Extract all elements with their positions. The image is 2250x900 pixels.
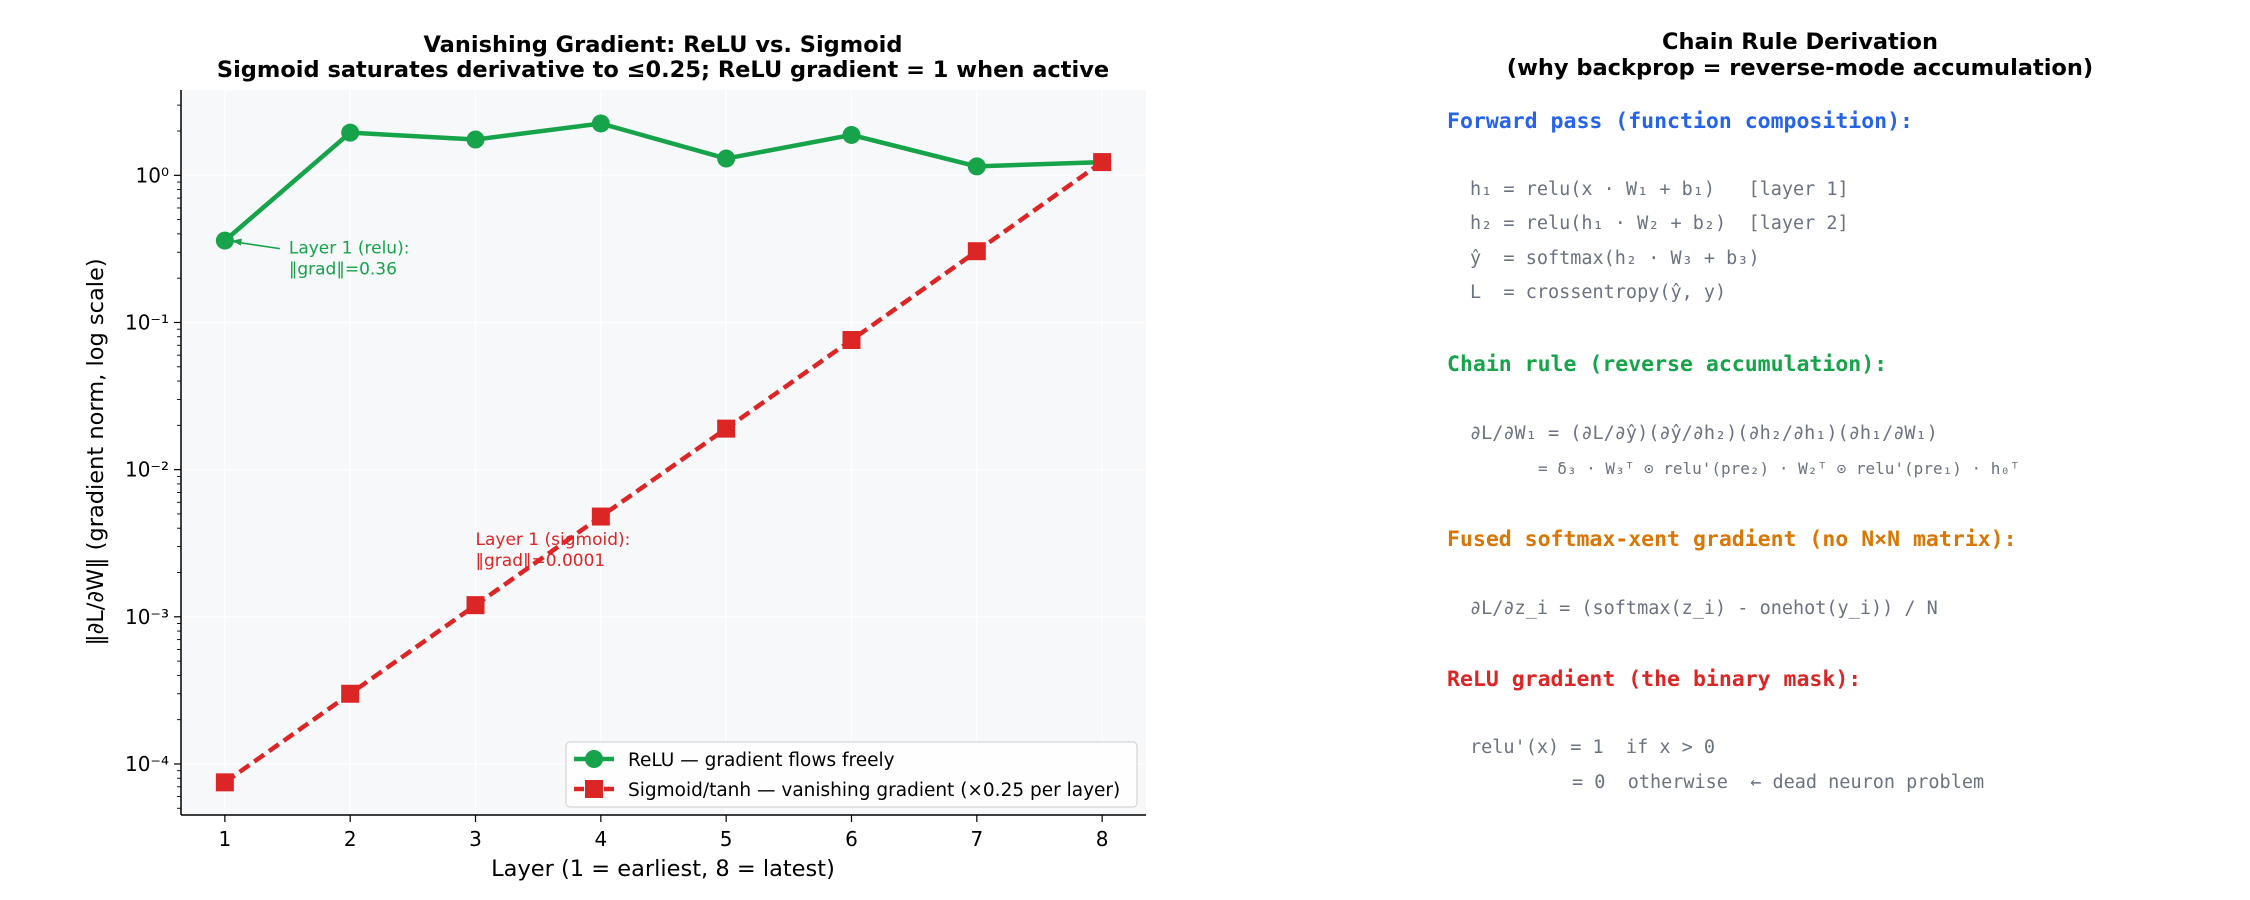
- chart-title: Vanishing Gradient: ReLU vs. Sigmoid: [423, 32, 902, 58]
- chain-rule-heading: Chain rule (reverse accumulation):: [1447, 352, 1888, 377]
- x-tick-label: 8: [1096, 827, 1109, 851]
- axis-ticks: 1 2 3 4 5 6 7 8 10⁻⁴ 10⁻³ 10⁻² 10⁻¹ 10⁰: [125, 104, 1109, 851]
- x-tick-label: 1: [218, 827, 231, 851]
- forward-line-1: h₁ = relu(x · W₁ + b₁) [layer 1]: [1470, 179, 1849, 200]
- x-axis-label: Layer (1 = earliest, 8 = latest): [491, 856, 835, 882]
- relu-gradient-line-2: = 0 otherwise ← dead neuron problem: [1572, 772, 1985, 793]
- fused-gradient-line: ∂L/∂z_i = (softmax(z_i) - onehot(y_i)) /…: [1470, 598, 1938, 619]
- sigmoid-point: [591, 507, 610, 526]
- x-tick-label: 5: [720, 827, 733, 851]
- series-layer: [215, 114, 1112, 792]
- legend-relu-marker: [585, 750, 603, 768]
- x-tick-label: 3: [469, 827, 482, 851]
- y-tick-label: 10⁻³: [125, 605, 169, 629]
- x-tick-label: 4: [594, 827, 607, 851]
- sigmoid-point: [466, 596, 485, 615]
- legend-relu-label: ReLU — gradient flows freely: [628, 750, 895, 771]
- derivation-subtitle: (why backprop = reverse-mode accumulatio…: [1506, 55, 2094, 81]
- x-tick-label: 7: [970, 827, 983, 851]
- sigmoid-point: [717, 419, 736, 438]
- relu-point: [967, 157, 986, 176]
- x-tick-label: 2: [344, 827, 357, 851]
- grid-lines: [181, 90, 1146, 815]
- annotations-layer: Layer 1 (relu):‖grad‖=0.36 Layer 1 (sigmo…: [231, 238, 631, 571]
- chart-subtitle: Sigmoid saturates derivative to ≤0.25; R…: [217, 57, 1109, 83]
- sigmoid-point: [1093, 153, 1112, 172]
- relu-annotation-arrowhead: [231, 238, 242, 246]
- forward-line-2: h₂ = relu(h₁ · W₂ + b₂) [layer 2]: [1470, 213, 1849, 234]
- legend-box: [565, 741, 1138, 808]
- sigmoid-annotation-text: Layer 1 (sigmoid):: [476, 530, 631, 550]
- relu-gradient-heading: ReLU gradient (the binary mask):: [1447, 667, 1862, 692]
- sigmoid-point: [215, 773, 234, 792]
- chain-rule-line-2: = δ₃ · W₃ᵀ ⊙ relu'(pre₂) · W₂ᵀ ⊙ relu'(p…: [1538, 459, 2020, 478]
- x-tick-label: 6: [845, 827, 858, 851]
- forward-line-3: ŷ = softmax(h₂ · W₃ + b₃): [1470, 248, 1760, 269]
- plot-area: [181, 90, 1146, 815]
- sigmoid-point: [967, 242, 986, 261]
- y-axis-label: ‖∂L/∂W‖ (gradient norm, log scale): [83, 258, 109, 645]
- forward-pass-heading: Forward pass (function composition):: [1447, 109, 1913, 134]
- relu-annotation-text: ‖grad‖=0.36: [289, 260, 397, 280]
- sigmoid-point: [341, 684, 360, 703]
- y-tick-label: 10⁻¹: [125, 310, 169, 334]
- chain-rule-line-1: ∂L/∂W₁ = (∂L/∂ŷ)(∂ŷ/∂h₂)(∂h₂/∂h₁)(∂h₁/∂W…: [1470, 423, 1938, 444]
- sigmoid-annotation-text: ‖grad‖=0.0001: [476, 551, 606, 571]
- fused-gradient-heading: Fused softmax-xent gradient (no N×N matr…: [1447, 527, 2017, 552]
- forward-line-4: L = crossentropy(ŷ, y): [1470, 282, 1727, 303]
- sigmoid-point: [842, 331, 861, 350]
- relu-point: [466, 130, 485, 149]
- relu-gradient-line-1: relu'(x) = 1 if x > 0: [1470, 737, 1716, 758]
- relu-point: [842, 125, 861, 144]
- relu-point: [341, 123, 360, 142]
- relu-point: [215, 231, 234, 250]
- y-tick-label: 10⁰: [136, 163, 169, 187]
- relu-point: [717, 149, 736, 168]
- legend: ReLU — gradient flows freely Sigmoid/tan…: [565, 741, 1138, 808]
- y-tick-label: 10⁻²: [125, 458, 169, 482]
- legend-sigmoid-marker: [585, 780, 603, 798]
- gradient-norm-chart: Vanishing Gradient: ReLU vs. Sigmoid Sig…: [83, 32, 1146, 882]
- legend-sigmoid-label: Sigmoid/tanh — vanishing gradient (×0.25…: [628, 780, 1120, 801]
- derivation-panel: Chain Rule Derivation (why backprop = re…: [1300, 0, 2250, 900]
- relu-point: [591, 114, 610, 133]
- derivation-title: Chain Rule Derivation: [1662, 29, 1938, 55]
- series-line-relu: [223, 121, 1103, 243]
- y-tick-label: 10⁻⁴: [125, 752, 169, 776]
- relu-annotation-text: Layer 1 (relu):: [289, 239, 410, 259]
